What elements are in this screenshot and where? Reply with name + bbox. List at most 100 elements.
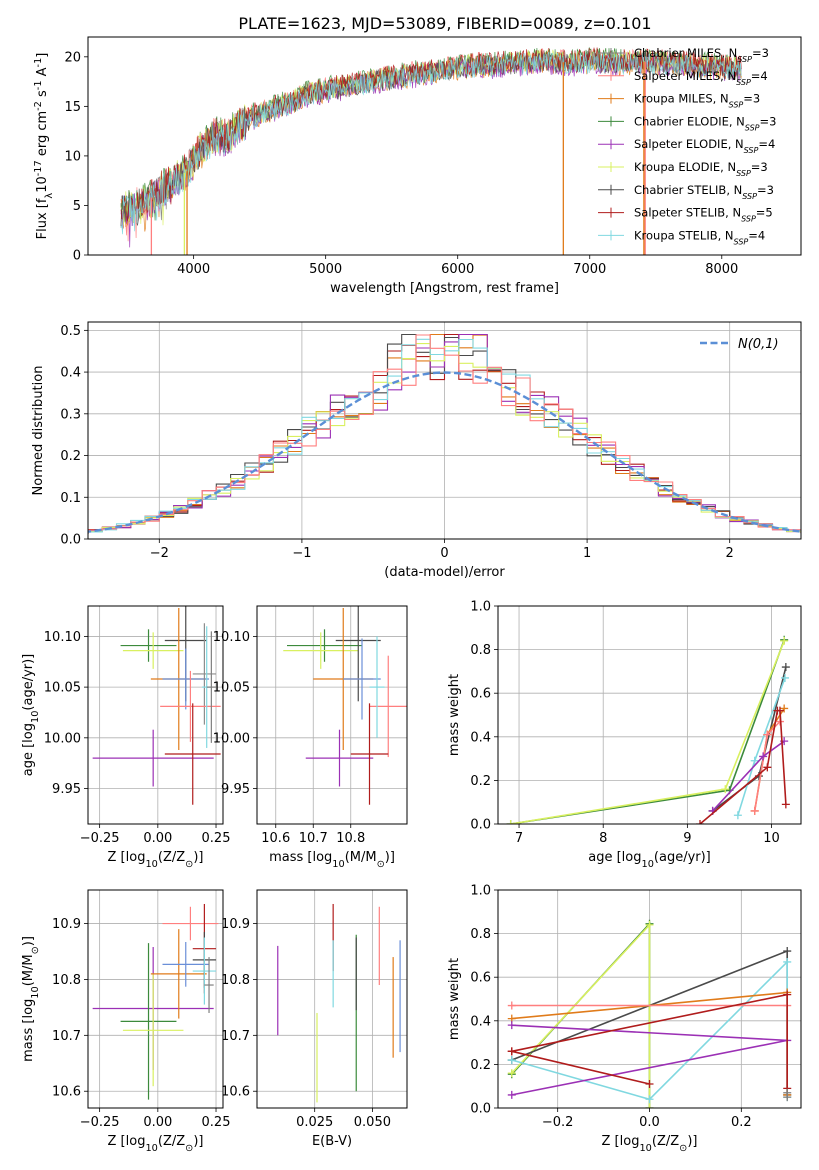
spectrum-line-kroupa-stelib <box>120 51 742 235</box>
errorbar-point <box>160 670 221 742</box>
weight-marker <box>721 785 730 794</box>
age_vs_mass-points <box>283 606 407 805</box>
massweight_vs_z-frame <box>497 889 802 1109</box>
weight-marker <box>783 957 792 966</box>
y-tick-label: 0.0 <box>60 533 81 548</box>
weight-marker <box>780 636 789 645</box>
y-tick-label: 5 <box>73 199 81 214</box>
y-tick-label: 0.2 <box>60 449 81 464</box>
legend-entry: Salpeter MILES, NSSP=4 <box>634 69 768 87</box>
y-axis-label: age [log10(age/yr)] <box>21 654 41 777</box>
x-tick-label: 7000 <box>573 262 606 277</box>
y-tick-label: 0.5 <box>60 324 81 339</box>
weight-marker <box>780 704 789 713</box>
y-tick-label: 10 <box>64 149 81 164</box>
residuals-frame <box>87 321 802 540</box>
y-tick-label: 10.6 <box>52 1085 81 1100</box>
y-tick-label: 10.7 <box>221 1029 250 1044</box>
y-tick-label: 10.8 <box>52 973 81 988</box>
legend-entry: Kroupa STELIB, NSSP=4 <box>634 228 765 246</box>
axes-age_vs_z: −0.25 0.00 0.25 9.95 10.00 10.05 10.10 Z [log10… <box>21 606 230 870</box>
x-axis-label: (data-model)/error <box>384 565 505 580</box>
y-tick-label: 9.95 <box>221 782 250 797</box>
weight-marker <box>763 763 772 772</box>
errorbar-point <box>150 929 207 1019</box>
age_vs_mass-frame <box>256 605 408 825</box>
y-tick-label: 20 <box>64 50 81 65</box>
x-tick-label: 8 <box>599 831 607 846</box>
x-tick-label: −0.2 <box>542 1115 574 1130</box>
y-tick-label: 10.9 <box>221 917 250 932</box>
legend-entry: Chabrier STELIB, NSSP=3 <box>634 183 774 201</box>
errorbar-point <box>206 631 217 743</box>
errorbar-point <box>192 937 217 1005</box>
massweight_vs_age-lines <box>506 635 790 824</box>
x-axis-label: Z [log10(Z/Z⊙)] <box>108 850 204 870</box>
y-tick-label: 0.4 <box>470 1014 491 1029</box>
x-tick-label: 7 <box>515 831 523 846</box>
weight-marker <box>781 663 790 672</box>
x-tick-label: −0.25 <box>80 1115 120 1130</box>
y-tick-label: 0.8 <box>470 927 491 942</box>
y-tick-label: 0.2 <box>470 1058 491 1073</box>
errorbar-point <box>283 632 359 669</box>
x-axis-label: Z [log10(Z/Z⊙)] <box>108 1134 204 1154</box>
x-tick-label: −1 <box>292 546 311 561</box>
errorbar-point <box>162 906 219 941</box>
weight-marker <box>507 1047 516 1056</box>
y-tick-label: 0.6 <box>470 687 491 702</box>
x-tick-label: 9 <box>683 831 691 846</box>
y-tick-label: 10.05 <box>213 681 250 696</box>
massweight_vs_age-frame <box>497 605 802 825</box>
y-tick-label: 0.1 <box>60 491 81 506</box>
legend-entry: Chabrier ELODIE, NSSP=3 <box>634 114 776 131</box>
y-axis-label: mass weight <box>447 674 462 756</box>
y-tick-label: 10.00 <box>44 731 81 746</box>
x-tick-label: 2 <box>726 546 734 561</box>
histogram-kroupa-miles <box>88 333 801 535</box>
legend-entry: Kroupa ELODIE, NSSP=3 <box>634 160 768 178</box>
axes-mass_vs_ebv: 0.025 0.050 10.6 10.7 10.8 10.9 E(B-V) <box>221 890 407 1149</box>
errorbar-point <box>369 636 385 738</box>
y-tick-label: 0.6 <box>470 971 491 986</box>
weight-marker <box>645 1080 654 1089</box>
y-tick-label: 0.8 <box>470 643 491 658</box>
axes-mass_vs_z: −0.25 0.00 0.25 10.6 10.7 10.8 10.9 Z [log10(Z/… <box>21 890 230 1154</box>
weight-marker <box>645 1095 654 1104</box>
normal-legend-label: N(0,1) <box>738 337 779 352</box>
y-tick-label: 0.4 <box>470 730 491 745</box>
errorbar-point <box>122 974 184 1087</box>
y-tick-label: 10.10 <box>213 630 250 645</box>
errorbar-point <box>192 623 217 725</box>
x-tick-label: 0.025 <box>296 1115 333 1130</box>
y-axis-label: mass weight <box>447 958 462 1040</box>
legend-entry: Kroupa MILES, NSSP=3 <box>634 92 760 110</box>
legend-entry: Salpeter STELIB, NSSP=5 <box>634 206 773 224</box>
weight-marker <box>645 920 654 929</box>
y-tick-label: 15 <box>64 100 81 115</box>
weight-marker <box>763 730 772 739</box>
x-axis-label: age [log10(age/yr)] <box>588 850 711 870</box>
x-tick-label: 0.25 <box>202 831 231 846</box>
x-tick-label: 10.8 <box>336 831 365 846</box>
x-tick-label: 0.050 <box>354 1115 391 1130</box>
y-tick-label: 10.00 <box>213 731 250 746</box>
mass_vs_z-frame <box>87 889 224 1109</box>
spectrum-legend: Chabrier MILES, NSSP=3 Salpeter MILES, NS… <box>598 46 776 246</box>
legend-entry: Chabrier MILES, NSSP=3 <box>634 46 769 64</box>
weight-marker <box>783 947 792 956</box>
x-axis-label: wavelength [Angstrom, rest frame] <box>330 281 559 296</box>
x-tick-label: 5000 <box>309 262 342 277</box>
errorbar-point <box>287 629 362 662</box>
weight-marker <box>506 820 515 824</box>
y-tick-label: 10.7 <box>52 1029 81 1044</box>
x-tick-label: 6000 <box>441 262 474 277</box>
y-tick-label: 10.6 <box>221 1085 250 1100</box>
residual-histograms <box>88 333 801 535</box>
errorbar-point <box>164 703 221 805</box>
x-axis-label: Z [log10(Z/Z⊙)] <box>602 1134 698 1154</box>
y-axis-label: Normed distribution <box>31 366 46 496</box>
weight-marker <box>507 1090 516 1099</box>
spectrum-frame <box>87 36 802 256</box>
